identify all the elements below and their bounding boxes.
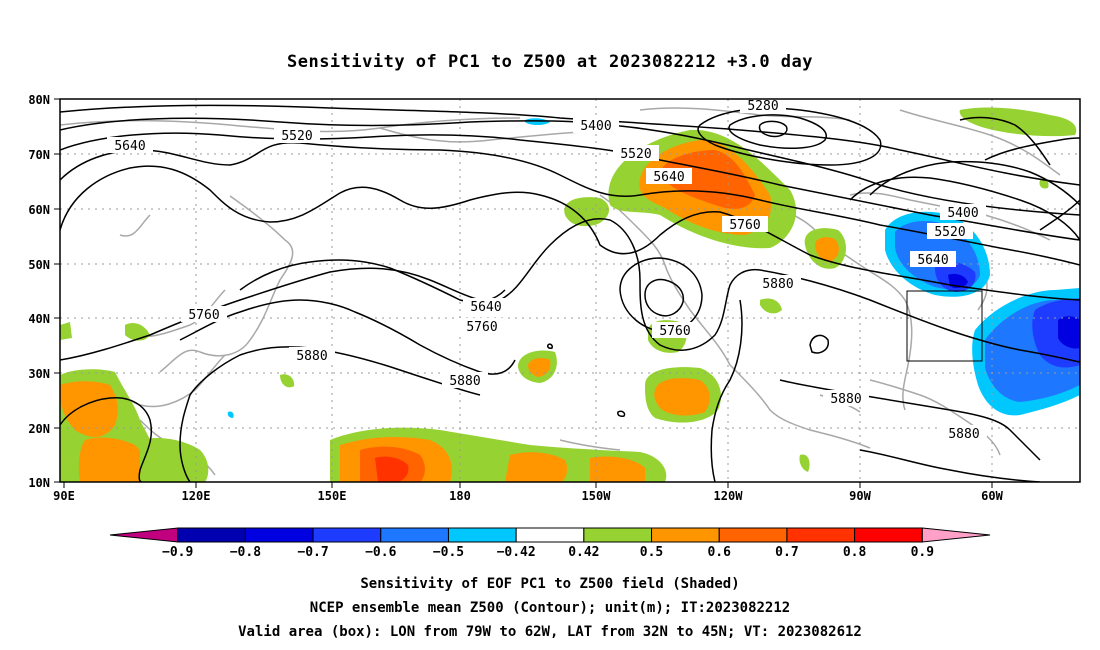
contour-label: 5760 (181, 306, 227, 323)
svg-text:5880: 5880 (948, 427, 979, 442)
contour-label: 5520 (613, 145, 659, 162)
lon-label: 120W (714, 489, 744, 503)
contour-label: 5640 (910, 251, 956, 268)
contour-label: 5760 (722, 216, 768, 233)
contour-label: 5520 (927, 223, 973, 240)
svg-text:5520: 5520 (281, 129, 312, 144)
contour-label: 5640 (463, 298, 509, 315)
svg-text:5880: 5880 (830, 392, 861, 407)
lat-label: 60N (28, 203, 50, 217)
lon-label: 180 (449, 489, 471, 503)
svg-text:5880: 5880 (762, 277, 793, 292)
caption-line-2: NCEP ensemble mean Z500 (Contour); unit(… (310, 600, 790, 616)
contour-label: 5760 (652, 322, 698, 339)
colorbar-cell (447, 527, 517, 543)
lon-label: 60W (981, 489, 1003, 503)
colorbar-label: −0.8 (230, 545, 261, 560)
colorbar-label: −0.5 (433, 545, 464, 560)
colorbar-cell (786, 527, 856, 543)
colorbar-cell (109, 527, 179, 543)
contour-label: 5880 (823, 390, 869, 407)
svg-text:5520: 5520 (620, 147, 651, 162)
svg-text:5640: 5640 (917, 253, 948, 268)
contour-label: 5280 (740, 99, 786, 114)
contour-label: 5880 (755, 275, 801, 292)
contour-label: 5520 (274, 127, 320, 144)
ticks (54, 98, 993, 488)
contour-label: 5880 (442, 372, 488, 389)
colorbar-label: 0.7 (775, 545, 798, 560)
colorbar-label: −0.6 (365, 545, 396, 560)
colorbar-label: 0.8 (843, 545, 867, 560)
svg-text:5400: 5400 (580, 119, 611, 134)
colorbar-cell (583, 527, 653, 543)
colorbar-cell (921, 527, 991, 543)
contour-labels: 5280 5400 5520 5520 5640 5640 5760 5760 … (107, 99, 987, 442)
contour-label: 5880 (289, 347, 335, 364)
z500-contours (60, 104, 1080, 482)
contour-label: 5760 (459, 318, 505, 335)
lon-labels: 90E 120E 150E 180 150W 120W 90W 60W (53, 489, 1003, 503)
lat-label: 10N (28, 476, 50, 490)
svg-text:5880: 5880 (449, 374, 480, 389)
caption-line-3: Valid area (box): LON from 79W to 62W, L… (238, 624, 862, 640)
chart-title: Sensitivity of PC1 to Z500 at 2023082212… (287, 52, 813, 72)
lat-label: 80N (28, 93, 50, 107)
lon-label: 150W (582, 489, 612, 503)
colorbar-label: 0.6 (707, 545, 731, 560)
colorbar-label: 0.42 (568, 545, 599, 560)
colorbar-cell (651, 527, 720, 543)
colorbar-label: −0.7 (297, 545, 328, 560)
colorbar-cell (244, 527, 314, 543)
svg-text:5760: 5760 (659, 324, 690, 339)
svg-text:5640: 5640 (653, 170, 684, 185)
valid-area-box (906, 290, 983, 362)
shaded-positive (60, 107, 1077, 482)
colorbar-label: −0.9 (162, 545, 193, 560)
contour-label: 5640 (646, 168, 692, 185)
caption-line-1: Sensitivity of EOF PC1 to Z500 field (Sh… (360, 576, 739, 592)
map-frame (59, 98, 1081, 483)
svg-text:5520: 5520 (934, 225, 965, 240)
lat-label: 70N (28, 148, 50, 162)
colorbar-label: 0.9 (911, 545, 934, 560)
lon-label: 90W (849, 489, 871, 503)
lat-label: 40N (28, 312, 50, 326)
svg-text:5640: 5640 (114, 139, 145, 154)
contour-label: 5640 (107, 137, 153, 154)
svg-text:5760: 5760 (466, 320, 497, 335)
colorbar: −0.9 −0.8 −0.7 −0.6 −0.5 −0.42 0.42 0.5 0.6 0.7 0.… (109, 527, 991, 560)
svg-text:5880: 5880 (296, 349, 327, 364)
lat-label: 20N (28, 422, 50, 436)
lon-label: 120E (182, 489, 211, 503)
colorbar-cell (380, 527, 449, 543)
contour-label: 5400 (940, 204, 986, 221)
lat-label: 30N (28, 367, 50, 381)
colorbar-cell (515, 527, 585, 543)
colorbar-cell (854, 527, 923, 543)
colorbar-cell (177, 527, 246, 543)
lat-labels: 80N 70N 60N 50N 40N 30N 20N 10N (28, 93, 50, 490)
map-panel: 5280 5400 5520 5520 5640 5640 5760 5760 … (28, 93, 1081, 503)
contour-label: 5880 (941, 425, 987, 442)
svg-text:5640: 5640 (470, 300, 501, 315)
lon-label: 90E (53, 489, 75, 503)
colorbar-label: 0.5 (640, 545, 663, 560)
svg-text:5280: 5280 (747, 99, 778, 114)
svg-text:5760: 5760 (188, 308, 219, 323)
lat-label: 50N (28, 258, 50, 272)
colorbar-cell (312, 527, 382, 543)
lon-label: 150E (318, 489, 347, 503)
colorbar-cell (718, 527, 788, 543)
svg-text:5400: 5400 (947, 206, 978, 221)
colorbar-label: −0.42 (497, 545, 536, 560)
svg-text:5760: 5760 (729, 218, 760, 233)
contour-label: 5400 (573, 117, 619, 134)
